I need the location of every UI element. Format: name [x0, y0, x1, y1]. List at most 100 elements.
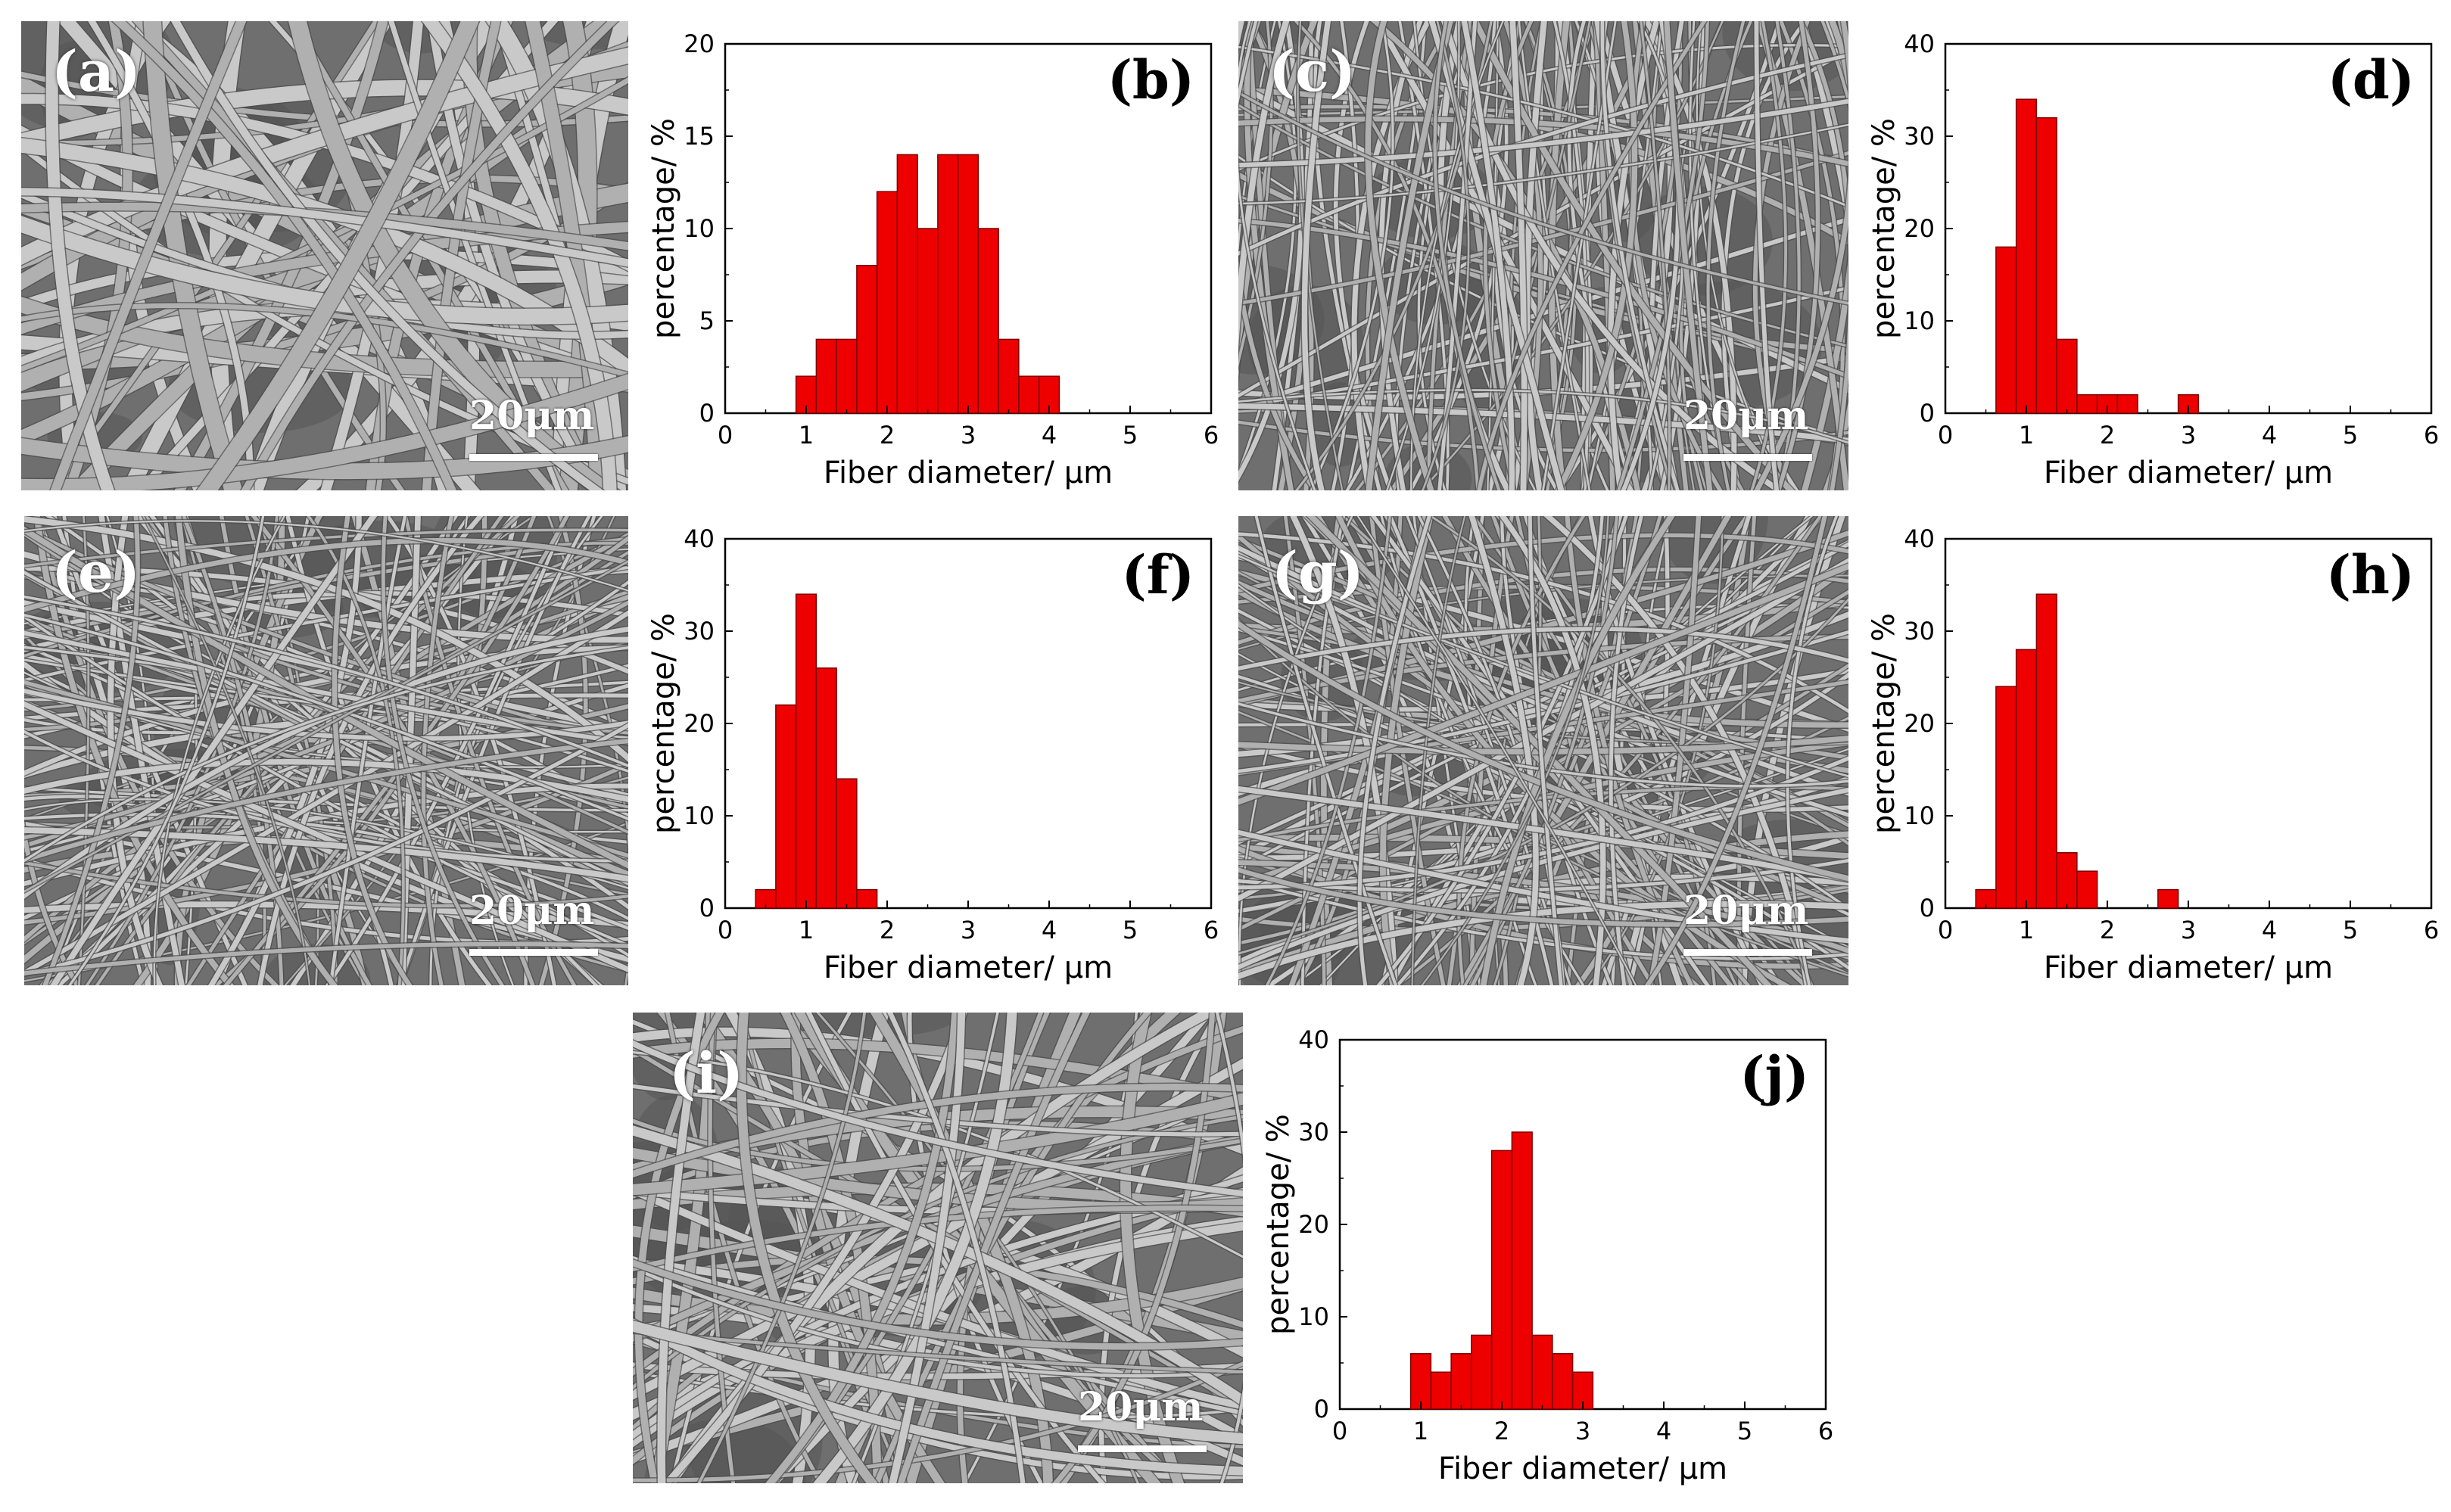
histogram-b: 0 1 2 3 4 5 6 0 5 10 15 20 Fiber diameter/ μm percent…	[628, 8, 1226, 499]
x-tick-label: 6	[1204, 916, 1219, 944]
histogram-bar	[775, 704, 797, 909]
x-tick-label: 2	[2100, 421, 2115, 450]
panel-label: (f)	[1122, 543, 1194, 606]
histogram-h: 0 1 2 3 4 5 6 0 10 20 30 40 Fiber diameter/ μm percen…	[1848, 502, 2446, 994]
y-tick-label: 20	[1904, 709, 1935, 738]
histogram-bar	[937, 154, 959, 414]
y-tick-label: 0	[1920, 399, 1935, 428]
x-tick-label: 2	[2100, 916, 2115, 944]
panel-label: (b)	[1107, 48, 1194, 111]
x-tick-label: 3	[961, 421, 976, 450]
histogram-svg: 0 1 2 3 4 5 6 0 10 20 30 40 Fiber diameter/ μm percen…	[1261, 1025, 1833, 1486]
histogram-svg: 0 1 2 3 4 5 6 0 10 20 30 40 Fiber diameter/ μm percen…	[1867, 30, 2439, 490]
histogram-svg: 0 1 2 3 4 5 6 0 10 20 30 40 Fiber diameter/ μm percen…	[646, 524, 1219, 985]
x-tick-label: 1	[2019, 916, 2034, 944]
x-tick-label: 5	[2343, 916, 2358, 944]
y-tick-label: 40	[1904, 524, 1935, 553]
sem-fiber-texture	[633, 1013, 1243, 1483]
x-tick-label: 4	[2262, 916, 2277, 944]
histogram-svg: 0 1 2 3 4 5 6 0 5 10 15 20 Fiber diameter/ μm percent…	[646, 30, 1219, 490]
histogram-bar	[1995, 686, 2017, 909]
y-axis-label: percentage/ %	[1867, 613, 1901, 834]
y-tick-label: 10	[684, 801, 715, 830]
histogram-bar	[2015, 649, 2038, 909]
sem-image-a: (a) 20μm	[21, 21, 631, 490]
x-tick-label: 4	[1656, 1417, 1671, 1445]
histogram-d: 0 1 2 3 4 5 6 0 10 20 30 40 Fiber diameter/ μm percen…	[1848, 8, 2446, 499]
panel-label: (g)	[1272, 540, 1364, 605]
y-axis-label: percentage/ %	[646, 118, 681, 339]
y-tick-label: 30	[684, 617, 715, 646]
histogram-bar	[2076, 394, 2098, 414]
histogram-bar	[1511, 1131, 1533, 1410]
scale-bar	[469, 949, 598, 956]
histogram-bar	[957, 154, 979, 414]
x-tick-label: 3	[961, 916, 976, 944]
sem-fiber-texture	[24, 516, 634, 985]
histogram-bar	[815, 338, 837, 414]
sem-image-e: (e) 20μm	[24, 516, 634, 985]
y-tick-label: 0	[699, 894, 715, 922]
y-tick-label: 40	[684, 524, 715, 553]
x-tick-label: 0	[718, 916, 733, 944]
histogram-bar	[2116, 394, 2138, 414]
histogram-bar	[2035, 117, 2057, 414]
panel-label: (i)	[669, 1041, 744, 1106]
histogram-bar	[1018, 375, 1040, 414]
y-tick-label: 20	[684, 30, 715, 58]
sem-fiber-texture	[1238, 516, 1848, 985]
histogram-bar	[2076, 870, 2098, 909]
histogram-bar	[977, 228, 999, 414]
sem-fiber-texture	[1238, 21, 1848, 490]
panel-label: (e)	[51, 540, 141, 605]
x-tick-label: 0	[1938, 421, 1953, 450]
y-tick-label: 10	[1904, 306, 1935, 335]
sem-image-g: (g) 20μm	[1238, 516, 1848, 985]
histogram-bar	[1490, 1150, 1513, 1410]
histogram-bar	[1430, 1371, 1452, 1410]
x-tick-label: 0	[718, 421, 733, 450]
histogram-bar	[2157, 888, 2179, 909]
histogram-bar	[856, 888, 878, 909]
x-tick-label: 3	[2181, 421, 2196, 450]
y-tick-label: 0	[1314, 1395, 1329, 1423]
histogram-bar	[2056, 852, 2078, 909]
y-axis-label: percentage/ %	[1867, 118, 1901, 339]
sem-fiber-texture	[21, 21, 631, 490]
x-tick-label: 4	[1042, 916, 1057, 944]
y-axis-label: percentage/ %	[646, 613, 681, 834]
histogram-bar	[896, 154, 918, 414]
histogram-bar	[1995, 246, 2017, 414]
y-tick-label: 20	[1904, 214, 1935, 243]
histogram-bar	[856, 265, 878, 414]
x-tick-label: 1	[2019, 421, 2034, 450]
y-tick-label: 30	[1904, 617, 1935, 646]
histogram-f: 0 1 2 3 4 5 6 0 10 20 30 40 Fiber diameter/ μm percen…	[628, 502, 1226, 994]
histogram-bar	[1471, 1334, 1493, 1410]
scale-bar	[1683, 949, 1812, 956]
x-tick-label: 6	[1204, 421, 1219, 450]
x-tick-label: 3	[2181, 916, 2196, 944]
panel-label: (d)	[2328, 48, 2415, 111]
x-axis-label: Fiber diameter/ μm	[1438, 1451, 1727, 1486]
histogram-bar	[2015, 98, 2038, 414]
x-tick-label: 2	[880, 421, 895, 450]
scale-bar	[469, 454, 598, 461]
histogram-bar	[2056, 338, 2078, 414]
scale-bar-label: 20μm	[1683, 888, 1809, 934]
sem-image-c: (c) 20μm	[1238, 21, 1848, 490]
histogram-bar	[2035, 593, 2057, 909]
x-tick-label: 1	[1413, 1417, 1428, 1445]
x-tick-label: 0	[1332, 1417, 1347, 1445]
y-tick-label: 40	[1298, 1025, 1329, 1054]
histogram-bar	[1552, 1353, 1574, 1410]
panel-label: (j)	[1739, 1044, 1809, 1107]
x-tick-label: 6	[2424, 421, 2439, 450]
histogram-bar	[998, 338, 1020, 414]
sem-image-i: (i) 20μm	[633, 1013, 1243, 1483]
y-tick-label: 40	[1904, 30, 1935, 58]
x-tick-label: 1	[799, 421, 814, 450]
panel-label: (a)	[51, 39, 141, 104]
y-tick-label: 0	[699, 399, 715, 428]
scale-bar-label: 20μm	[1683, 393, 1809, 439]
